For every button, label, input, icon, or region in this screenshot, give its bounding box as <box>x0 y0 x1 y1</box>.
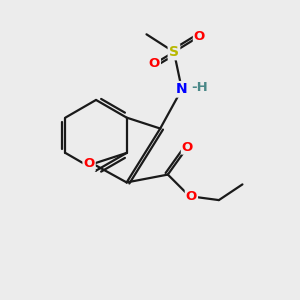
Text: S: S <box>169 45 179 59</box>
Text: O: O <box>182 141 193 154</box>
Text: O: O <box>83 158 95 170</box>
Text: O: O <box>194 30 205 43</box>
Text: O: O <box>149 57 160 70</box>
Text: -H: -H <box>191 81 208 94</box>
Text: O: O <box>186 190 197 203</box>
Text: N: N <box>176 82 188 96</box>
